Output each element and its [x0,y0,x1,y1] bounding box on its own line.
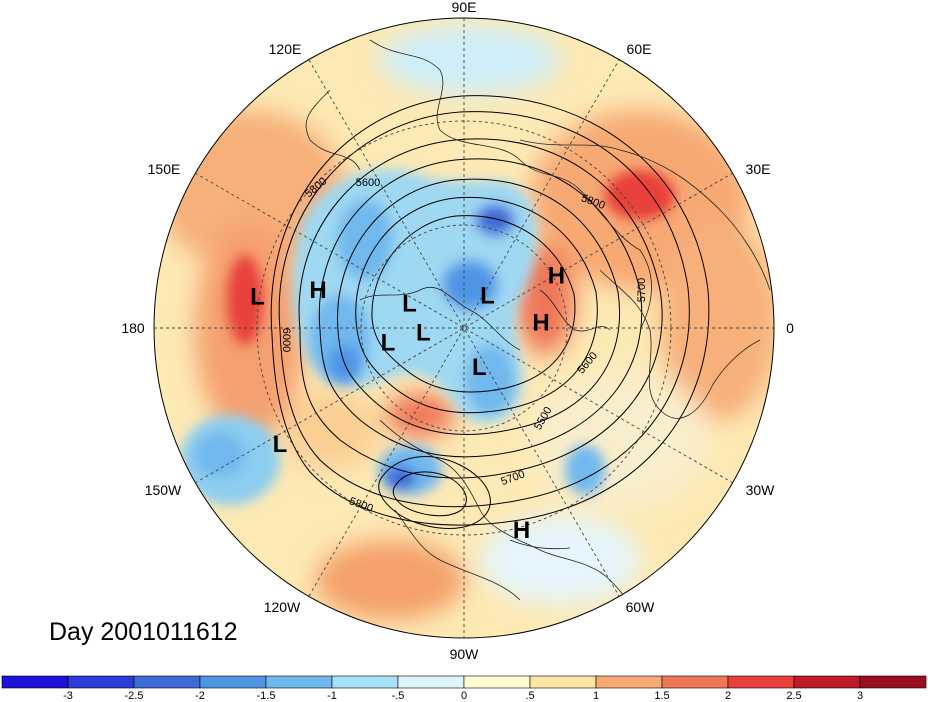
longitude-label: 60W [626,599,656,615]
longitude-label: 60E [627,41,652,57]
colorbar-swatch [397,675,465,689]
contour-label: 6000 [280,328,292,352]
low-pressure-label: L [273,431,288,458]
longitude-label: 120W [264,599,301,615]
colorbar-swatch [661,675,729,689]
low-pressure-label: L [472,354,487,381]
longitude-label: 180 [121,320,145,336]
contour-label: 5700 [636,278,648,302]
longitude-label: 30W [746,482,776,498]
colorbar-swatch [793,675,861,689]
colorbar-tick-label: -.5 [392,690,405,702]
low-pressure-label: L [480,283,495,310]
colorbar-tick-label: -2.5 [125,690,144,702]
low-pressure-label: L [250,283,265,310]
colorbar-swatch [331,675,399,689]
longitude-label: 90W [450,646,480,662]
low-pressure-label: L [381,329,396,356]
height-contours [270,95,710,529]
colorbar-tick-label: 0 [461,690,467,702]
colorbar-tick-label: .5 [525,690,534,702]
high-pressure-label: H [513,517,530,544]
colorbar-swatch [199,675,267,689]
high-pressure-label: H [532,309,549,336]
longitude-label: 90E [452,0,477,15]
longitude-label: 0 [786,320,794,336]
longitude-label: 150W [145,482,182,498]
colorbar-swatch [595,675,663,689]
colorbar-tick-label: 3 [857,690,863,702]
colorbar-tick-label: 2 [725,690,731,702]
contour-label: 5600 [356,177,380,189]
colorbar-swatch [727,675,795,689]
longitude-label: 150E [148,161,181,177]
colorbar-tick-label: -1 [327,690,337,702]
colorbar-swatch [265,675,333,689]
colorbar-tick-label: 1.5 [654,690,669,702]
coastlines [305,39,771,638]
colorbar-swatch [529,675,597,689]
colorbar-tick-label: -1.5 [257,690,276,702]
longitude-labels: 90E 60E 30E 0 30W 60W 90W 120W 150W 180 150E 120E [121,0,794,662]
high-pressure-label: H [548,263,565,290]
day-label: Day 2001011612 [49,618,238,646]
graticule [154,18,774,638]
high-pressure-label: H [309,277,326,304]
colorbar-tick-label: -2 [195,690,205,702]
longitude-label: 30E [746,161,771,177]
low-pressure-label: L [416,320,431,347]
longitude-label: 120E [269,41,302,57]
colorbar-tick-label: -3 [63,690,73,702]
colorbar-swatch [1,675,69,689]
colorbar-swatch [859,675,927,689]
colorbar-tick-label: 2.5 [786,690,801,702]
colorbar-swatch [133,675,201,689]
colorbar-swatch [463,675,531,689]
colorbar: -3 -2.5 -2 -1.5 -1 -.5 0 .5 1 1.5 2 2.5 3 [1,675,927,702]
colorbar-swatch [67,675,135,689]
colorbar-tick-label: 1 [593,690,599,702]
low-pressure-label: L [402,291,417,318]
